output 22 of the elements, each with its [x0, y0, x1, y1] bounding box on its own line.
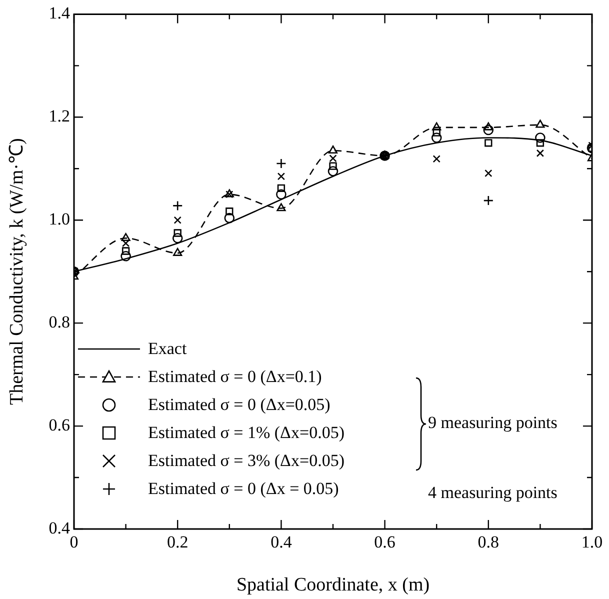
legend-label: Estimated σ = 1% (Δx=0.05) [148, 423, 344, 443]
annotation: 4 measuring points [428, 483, 558, 503]
x-tick-label: 0.8 [478, 532, 500, 552]
x-axis-title: Spatial Coordinate, x (m) [236, 574, 430, 596]
y-tick-label: 1.0 [48, 210, 70, 229]
x-tick-label: 0.2 [166, 532, 188, 552]
y-tick-label: 1.4 [48, 4, 70, 23]
x-tick-label: 0.6 [374, 532, 396, 552]
x-tick-label: 0 [70, 532, 78, 552]
y-tick-label: 1.2 [48, 106, 70, 126]
annotation: 9 measuring points [428, 413, 558, 433]
x-tick-label: 1.0 [581, 532, 603, 552]
legend-label: Exact [148, 339, 187, 359]
legend-label: Estimated σ = 0 (Δx = 0.05) [148, 479, 339, 499]
legend-label: Estimated σ = 3% (Δx=0.05) [148, 451, 344, 471]
y-tick-label: 0.4 [48, 518, 70, 538]
y-axis-title: Thermal Conductivity, k (W/m·℃) [6, 138, 28, 406]
y-tick-label: 0.6 [48, 416, 70, 435]
legend-label: Estimated σ = 0 (Δx=0.1) [148, 367, 322, 387]
y-tick-label: 0.8 [48, 312, 70, 332]
x-tick-label: 0.4 [270, 532, 292, 552]
legend-label: Estimated σ = 0 (Δx=0.05) [148, 395, 330, 415]
